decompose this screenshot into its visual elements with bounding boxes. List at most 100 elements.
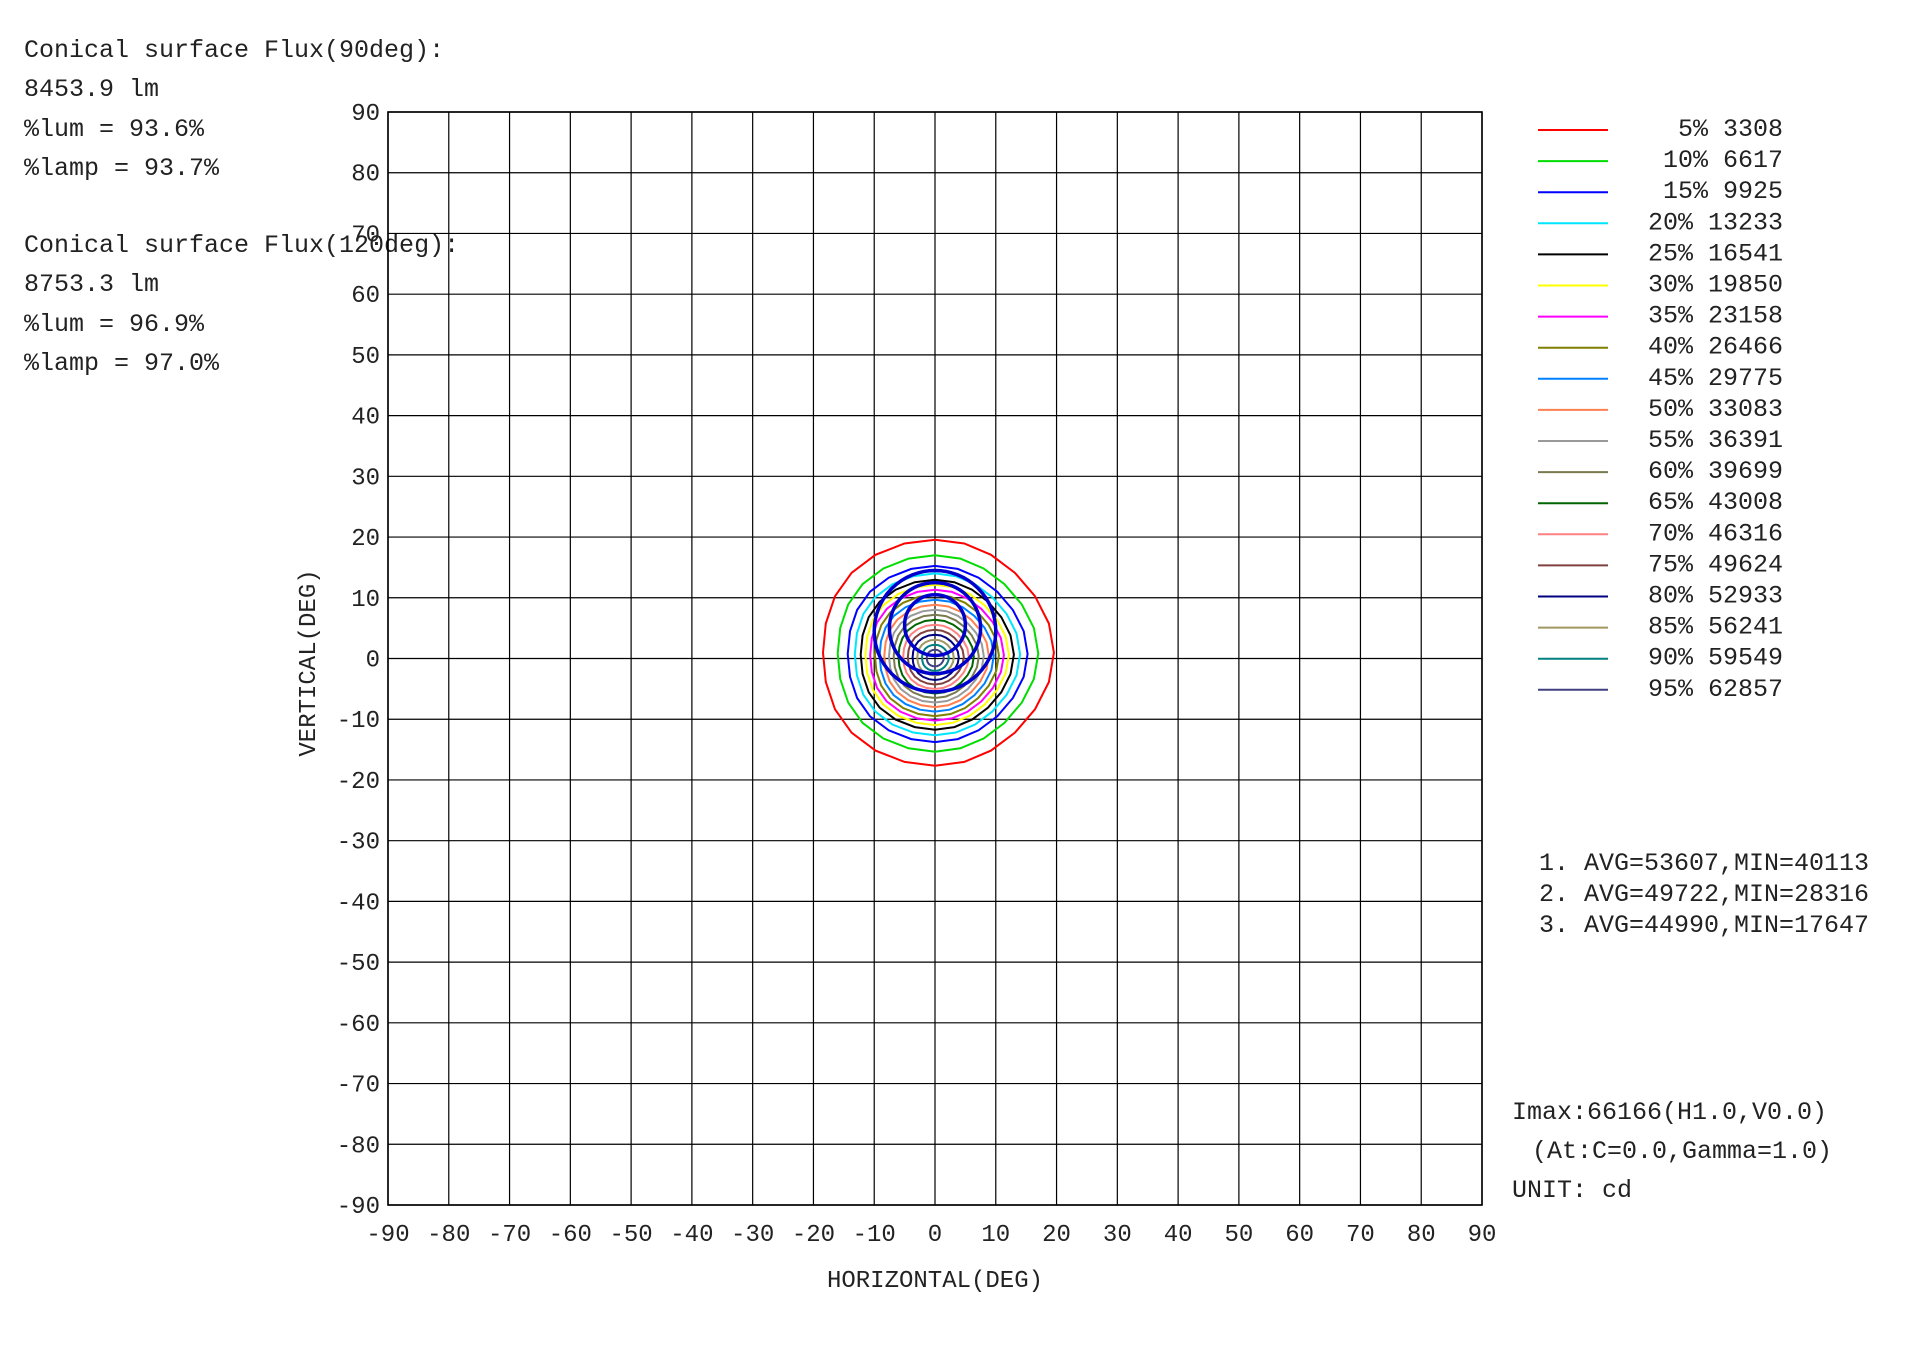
y-tick-labels: 90 80 70 60 50 40 30 20 10 0 -10 -20 -30 -40 -50 -60 -70… [337,101,380,1221]
y-tick-label: 70 [351,222,380,249]
y-tick-label: -80 [337,1133,380,1160]
imax-value: Imax:66166(H1.0,V0.0) [1512,1098,1827,1127]
x-tick-label: -10 [853,1222,896,1249]
contour-line-5pct [821,538,1055,767]
x-tick-label: -80 [427,1222,470,1249]
average-circle-2 [887,580,983,676]
legend-entry: 80% 52933 [1648,582,1783,611]
contour-line-95pct [925,648,945,668]
contour-line-75pct [906,628,965,686]
y-tick-label: 0 [366,648,380,675]
flux-120-title: Conical surface Flux(120deg): [24,231,459,260]
flux-90-title: Conical surface Flux(90deg): [24,36,444,65]
y-tick-label: -70 [337,1073,380,1100]
legend-entry: 30% 19850 [1648,271,1783,300]
average-line-2: 2. AVG=49722,MIN=28316 [1539,880,1869,909]
x-tick-label: 10 [981,1222,1010,1249]
imax-info: Imax:66166(H1.0,V0.0) (At:C=0.0,Gamma=1.… [1512,1098,1832,1205]
y-tick-label: 40 [351,405,380,432]
average-line-1: 1. AVG=53607,MIN=40113 [1539,849,1869,878]
unit-label: UNIT: cd [1512,1176,1632,1205]
x-tick-label: -20 [792,1222,835,1249]
legend-entry: 65% 43008 [1648,488,1783,517]
x-tick-label: 60 [1285,1222,1314,1249]
imax-location: (At:C=0.0,Gamma=1.0) [1532,1137,1832,1166]
x-axis-label: HORIZONTAL(DEG) [827,1268,1043,1295]
legend-entry: 15% 9925 [1663,177,1783,206]
contour-line-70pct [902,623,970,691]
flux-info-block-90: Conical surface Flux(90deg): 8453.9 lm %… [24,36,444,183]
x-tick-label: -30 [731,1222,774,1249]
x-tick-label: 50 [1224,1222,1253,1249]
contour-lines [821,538,1055,767]
legend-entry: 50% 33083 [1648,395,1783,424]
x-tick-labels: -90 -80 -70 -60 -50 -40 -30 -20 -10 0 10 20 30 40 50 60… [366,1222,1496,1249]
contour-line-55pct [887,608,985,704]
y-tick-label: -30 [337,830,380,857]
legend-entry: 25% 16541 [1648,239,1783,268]
x-tick-label: -60 [549,1222,592,1249]
flux-120-lum: %lum = 96.9% [24,310,205,339]
x-tick-label: -90 [366,1222,409,1249]
x-tick-label: 40 [1164,1222,1193,1249]
legend-entry: 95% 62857 [1648,675,1783,704]
legend-entry: 35% 23158 [1648,302,1783,331]
contour-line-40pct [873,593,1000,718]
x-tick-label: 20 [1042,1222,1071,1249]
legend-entry: 5% 3308 [1678,115,1783,144]
legend-entry: 20% 13233 [1648,208,1783,237]
x-tick-label: -70 [488,1222,531,1249]
average-circle-1 [902,592,968,658]
legend-entry: 45% 29775 [1648,364,1783,393]
flux-90-value: 8453.9 lm [24,75,159,104]
flux-120-value: 8753.3 lm [24,270,159,299]
legend-entry: 75% 49624 [1648,550,1783,579]
legend-entry: 70% 46316 [1648,519,1783,548]
y-tick-label: 50 [351,344,380,371]
y-tick-label: 60 [351,283,380,310]
legend-entry: 60% 39699 [1648,457,1783,486]
legend-entry: 40% 26466 [1648,333,1783,362]
contour-line-30pct [864,583,1010,727]
average-stats: 1. AVG=53607,MIN=40113 2. AVG=49722,MIN=… [1539,849,1869,940]
average-circles [872,568,998,694]
y-tick-label: 80 [351,162,380,189]
y-tick-label: -40 [337,890,380,917]
y-tick-label: 20 [351,526,380,553]
x-tick-label: -40 [670,1222,713,1249]
y-tick-label: 10 [351,587,380,614]
contour-line-60pct [892,613,980,700]
y-tick-label: -50 [337,951,380,978]
flux-120-lamp: %lamp = 97.0% [24,349,220,378]
y-tick-label: -60 [337,1012,380,1039]
flux-90-lum: %lum = 93.6% [24,115,205,144]
contour-line-90pct [920,643,950,672]
plot-grid [387,111,1483,1206]
plot-frame [387,111,1483,1206]
legend-entry: 55% 36391 [1648,426,1783,455]
average-circle-3 [872,568,998,694]
y-tick-label: 90 [351,101,380,128]
contour-line-15pct [846,564,1029,744]
y-tick-label: 30 [351,465,380,492]
flux-info-block-120: Conical surface Flux(120deg): 8753.3 lm … [24,231,459,378]
legend-entry: 85% 56241 [1648,613,1783,642]
x-tick-label: 0 [928,1222,942,1249]
contour-line-10pct [836,554,1040,753]
x-tick-label: 70 [1346,1222,1375,1249]
y-axis-label: VERTICAL(DEG) [296,569,323,756]
x-tick-label: 90 [1468,1222,1497,1249]
y-tick-label: -20 [337,769,380,796]
flux-90-lamp: %lamp = 93.7% [24,154,220,183]
contour-line-80pct [911,633,960,682]
y-tick-label: -10 [337,708,380,735]
contour-line-25pct [859,578,1015,731]
legend-entry: 90% 59549 [1648,644,1783,673]
y-tick-label: -90 [337,1194,380,1221]
x-tick-label: 30 [1103,1222,1132,1249]
legend-entry: 10% 6617 [1663,146,1783,175]
average-line-3: 3. AVG=44990,MIN=17647 [1539,911,1869,940]
x-tick-label: -50 [610,1222,653,1249]
